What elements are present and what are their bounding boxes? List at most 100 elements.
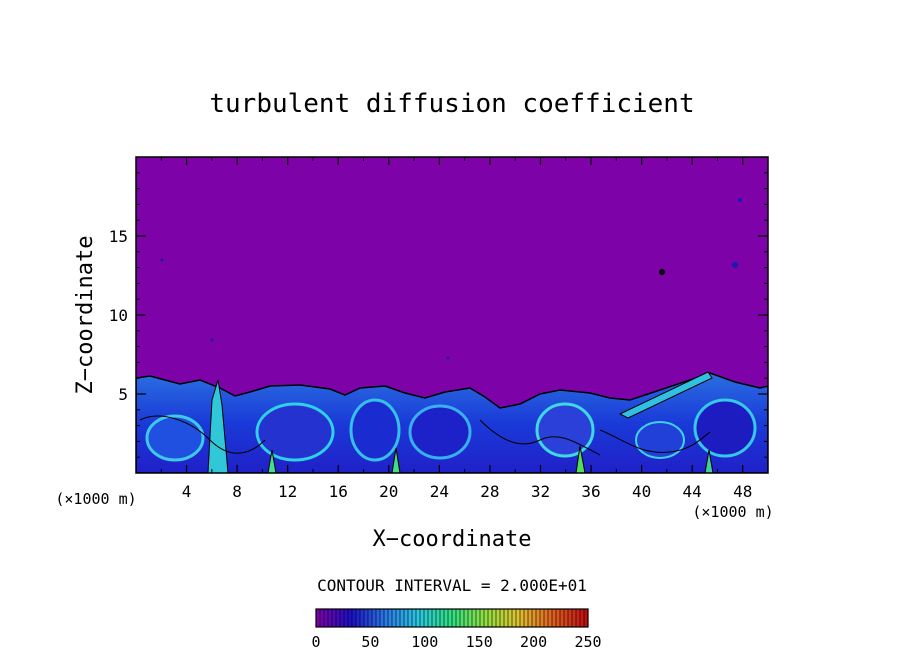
speck bbox=[210, 338, 214, 342]
plume bbox=[267, 449, 277, 473]
colorbar-cell bbox=[464, 609, 469, 627]
speck bbox=[160, 258, 164, 262]
colorbar-cell bbox=[360, 609, 365, 627]
x-tick-label: 4 bbox=[182, 482, 192, 501]
eddy bbox=[145, 414, 205, 462]
colorbar-cell bbox=[572, 609, 577, 627]
colorbar-cell bbox=[532, 609, 537, 627]
colorbar-cell bbox=[376, 609, 381, 627]
colorbar-cell bbox=[496, 609, 501, 627]
colorbar-cell bbox=[384, 609, 389, 627]
colorbar-cell bbox=[336, 609, 341, 627]
y-tick-label: 10 bbox=[109, 306, 128, 325]
colorbar-cell bbox=[348, 609, 353, 627]
colorbar-cell bbox=[516, 609, 521, 627]
colorbar-cell bbox=[380, 609, 385, 627]
colorbar-cell bbox=[492, 609, 497, 627]
colorbar-cell bbox=[388, 609, 393, 627]
colorbar-cell bbox=[456, 609, 461, 627]
x-tick-label: 24 bbox=[430, 482, 449, 501]
colorbar-cell bbox=[440, 609, 445, 627]
colorbar-cell bbox=[508, 609, 513, 627]
colorbar-cell bbox=[316, 609, 321, 627]
colorbar-cell bbox=[476, 609, 481, 627]
colorbar-frame bbox=[315, 608, 589, 628]
inner-contour bbox=[139, 415, 266, 454]
colorbar-cell bbox=[460, 609, 465, 627]
colorbar-tick-label: 0 bbox=[311, 633, 320, 651]
speck bbox=[732, 262, 738, 268]
x-tick-label: 36 bbox=[581, 482, 600, 501]
colorbar-cell bbox=[500, 609, 505, 627]
inner-contour bbox=[479, 419, 601, 456]
colorbar-cell bbox=[332, 609, 337, 627]
colorbar-cell bbox=[444, 609, 449, 627]
y-tick-label: 15 bbox=[109, 227, 128, 246]
plume bbox=[704, 449, 714, 473]
colorbar-cell bbox=[528, 609, 533, 627]
colorbar-cell bbox=[436, 609, 441, 627]
x-tick-label: 32 bbox=[531, 482, 550, 501]
colorbar-cell bbox=[404, 609, 409, 627]
plume bbox=[575, 445, 586, 473]
speck bbox=[659, 269, 665, 275]
eddy bbox=[635, 421, 685, 459]
colorbar-cell bbox=[480, 609, 485, 627]
eddy bbox=[255, 402, 335, 462]
colorbar-cell bbox=[580, 609, 585, 627]
colorbar-cell bbox=[356, 609, 361, 627]
x-tick-label: 28 bbox=[480, 482, 499, 501]
x-tick-label: 44 bbox=[683, 482, 702, 501]
x-axis-label: X−coordinate bbox=[373, 527, 532, 552]
colorbar-cell bbox=[524, 609, 529, 627]
colorbar-cell bbox=[548, 609, 553, 627]
x-tick-label: 40 bbox=[632, 482, 651, 501]
colorbar-cell bbox=[488, 609, 493, 627]
speck bbox=[738, 198, 742, 202]
colorbar-cell bbox=[432, 609, 437, 627]
colorbar-cell bbox=[328, 609, 333, 627]
colorbar-cell bbox=[364, 609, 369, 627]
colorbar-cell bbox=[368, 609, 373, 627]
colorbar-cell bbox=[568, 609, 573, 627]
y-tick-label: 5 bbox=[118, 385, 128, 404]
colorbar-cell bbox=[472, 609, 477, 627]
eddy bbox=[408, 404, 472, 460]
speck bbox=[446, 356, 450, 360]
colorbar-cell bbox=[560, 609, 565, 627]
colorbar-cell bbox=[428, 609, 433, 627]
inner-contour bbox=[599, 429, 711, 453]
x-axis-unit-left: (×1000 m) bbox=[55, 490, 136, 508]
colorbar-cell bbox=[372, 609, 377, 627]
x-tick-label: 8 bbox=[232, 482, 242, 501]
streak bbox=[618, 371, 713, 419]
colorbar-cell bbox=[536, 609, 541, 627]
eddy bbox=[693, 398, 757, 458]
colorbar-cell bbox=[576, 609, 581, 627]
plume bbox=[391, 447, 401, 473]
colorbar-tick-label: 250 bbox=[574, 633, 601, 651]
eddy bbox=[535, 402, 595, 458]
colorbar-cell bbox=[324, 609, 329, 627]
contour-interval-label: CONTOUR INTERVAL = 2.000E+01 bbox=[317, 576, 587, 595]
x-tick-label: 16 bbox=[329, 482, 348, 501]
x-tick-label: 12 bbox=[278, 482, 297, 501]
colorbar-cell bbox=[448, 609, 453, 627]
colorbar-tick-label: 50 bbox=[361, 633, 379, 651]
colorbar-cell bbox=[340, 609, 345, 627]
colorbar-cell bbox=[408, 609, 413, 627]
colorbar-cell bbox=[504, 609, 509, 627]
colorbar-cell bbox=[320, 609, 325, 627]
x-tick-label: 48 bbox=[733, 482, 752, 501]
colorbar-cell bbox=[352, 609, 357, 627]
colorbar-cell bbox=[452, 609, 457, 627]
colorbar-tick-label: 100 bbox=[411, 633, 438, 651]
chart-title: turbulent diffusion coefficient bbox=[209, 89, 694, 119]
colorbar-cell bbox=[396, 609, 401, 627]
colorbar-cell bbox=[420, 609, 425, 627]
colorbar-cell bbox=[512, 609, 517, 627]
colorbar-cell bbox=[468, 609, 473, 627]
colorbar-cell bbox=[584, 609, 589, 627]
colorbar-cell bbox=[424, 609, 429, 627]
colorbar-cell bbox=[552, 609, 557, 627]
